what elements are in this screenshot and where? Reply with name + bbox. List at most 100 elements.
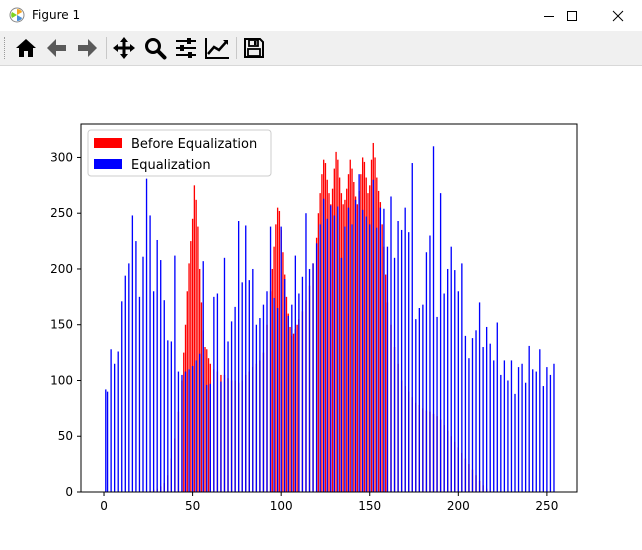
bar-equalization (138, 296, 141, 492)
save-button[interactable] (240, 34, 268, 62)
bar-equalization (276, 308, 279, 492)
bar-equalization (230, 321, 233, 492)
bar-before-equalization (207, 358, 210, 492)
bar-equalization (422, 304, 424, 492)
edit-axes-button[interactable] (203, 34, 231, 62)
line-chart-icon (205, 38, 229, 59)
maximize-button[interactable] (549, 0, 595, 31)
bar-before-equalization (385, 274, 387, 492)
bar-equalization (121, 301, 123, 492)
back-button[interactable] (43, 34, 71, 62)
maximize-icon (567, 10, 577, 21)
bar-equalization (344, 226, 346, 492)
move-arrows-icon (113, 37, 135, 59)
bar-equalization (113, 363, 116, 492)
bar-before-equalization (370, 159, 373, 492)
bar-equalization (156, 239, 158, 492)
bar-before-equalization (377, 190, 380, 492)
bar-equalization (372, 179, 374, 492)
bar-equalization (206, 384, 208, 492)
x-tick-label: 50 (185, 499, 200, 513)
bar-equalization (117, 351, 119, 492)
bar-equalization (273, 297, 275, 492)
bar-equalization (340, 257, 343, 492)
bar-before-equalization (360, 174, 362, 492)
bar-equalization (259, 318, 261, 492)
bar-before-equalization (353, 181, 355, 492)
bar-equalization (485, 326, 488, 492)
bar-equalization (315, 243, 318, 492)
bar-equalization (128, 263, 130, 492)
window-title: Figure 1 (32, 8, 81, 22)
bar-equalization (397, 221, 399, 492)
bar-equalization (245, 225, 247, 493)
bar-equalization (383, 208, 385, 492)
bar-equalization (439, 193, 442, 492)
bar-before-equalization (335, 151, 337, 492)
bar-before-equalization (328, 193, 330, 492)
bar-equalization (447, 268, 449, 492)
bar-before-equalization (342, 204, 344, 493)
bar-before-equalization (195, 199, 197, 492)
bar-equalization (503, 360, 506, 492)
bar-before-equalization (183, 352, 185, 492)
bar-equalization (517, 367, 520, 492)
bar-equalization (528, 345, 530, 492)
bar-equalization (269, 226, 272, 492)
bar-equalization (549, 374, 552, 492)
bar-equalization (546, 367, 548, 492)
bar-equalization (284, 279, 286, 492)
y-tick-label: 50 (58, 429, 73, 443)
pan-button[interactable] (110, 34, 138, 62)
bar-equalization (287, 315, 289, 492)
bar-before-equalization (324, 163, 327, 492)
bar-equalization (195, 360, 197, 492)
bar-equalization (291, 304, 293, 492)
y-tick-label: 300 (50, 150, 73, 164)
y-tick-label: 0 (65, 485, 73, 499)
close-button[interactable] (595, 0, 641, 31)
close-icon (612, 10, 624, 21)
minimize-icon (544, 15, 554, 17)
bar-before-equalization (289, 326, 291, 492)
legend-label: Equalization (131, 158, 211, 173)
bar-equalization (301, 276, 304, 492)
home-button[interactable] (12, 34, 40, 62)
bar-equalization (131, 215, 134, 492)
bar-equalization (450, 246, 452, 492)
bar-equalization (524, 382, 527, 492)
figure-canvas[interactable]: 0 50 100 150 200 250 0 50 100 150 200 250 300 Before … (0, 66, 642, 546)
bar-equalization (365, 216, 367, 492)
zoom-button[interactable] (141, 34, 169, 62)
bar-equalization (471, 338, 474, 492)
bar-equalization (478, 302, 481, 492)
minimize-button[interactable] (526, 0, 572, 31)
bar-before-equalization (292, 333, 295, 492)
bar-before-equalization (186, 291, 188, 492)
magnifier-icon (145, 38, 167, 60)
bar-equalization (521, 363, 523, 492)
bar-equalization (106, 391, 109, 492)
bar-equalization (308, 268, 311, 492)
bar-equalization (376, 227, 378, 492)
bar-before-equalization (278, 210, 281, 493)
toolbar-grip[interactable] (4, 37, 8, 59)
bar-before-equalization (204, 347, 206, 492)
bar-equalization (542, 386, 545, 492)
bar-before-equalization (374, 157, 376, 492)
bar-equalization (237, 221, 240, 492)
bar-equalization (361, 209, 364, 492)
bar-equalization (220, 381, 222, 492)
subplots-button[interactable] (172, 34, 200, 62)
bar-equalization (539, 349, 541, 492)
bar-equalization (234, 306, 236, 492)
bar-equalization (177, 371, 180, 492)
bar-equalization (553, 363, 555, 492)
bar-equalization (280, 226, 282, 492)
bar-equalization (443, 293, 445, 492)
bar-equalization (319, 224, 321, 493)
bar-equalization (202, 261, 204, 492)
forward-button[interactable] (73, 34, 101, 62)
histogram-chart[interactable]: 0 50 100 150 200 250 0 50 100 150 200 250 300 Before … (0, 66, 642, 546)
axes-frame (80, 123, 578, 493)
